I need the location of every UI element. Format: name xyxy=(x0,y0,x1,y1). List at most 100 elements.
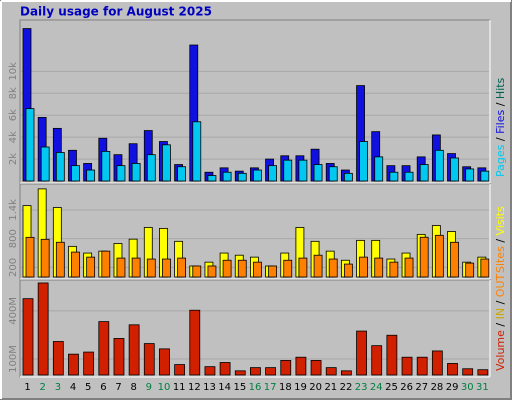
bar xyxy=(143,343,155,376)
bar xyxy=(419,164,429,182)
bar xyxy=(86,169,96,182)
x-tick-label: 24 xyxy=(370,382,383,393)
x-tick-label: 29 xyxy=(446,382,459,393)
x-tick-label: 20 xyxy=(309,382,322,393)
bar xyxy=(113,338,125,376)
x-tick-label: 1 xyxy=(24,382,30,393)
bar xyxy=(416,356,428,376)
x-tick-label: 17 xyxy=(264,382,277,393)
x-tick-label: 13 xyxy=(203,382,216,393)
x-tick-label: 10 xyxy=(158,382,171,393)
bar xyxy=(22,298,34,376)
legend-item: Hits xyxy=(494,77,507,99)
bar xyxy=(237,259,247,278)
x-tick-label: 7 xyxy=(115,382,121,393)
y-tick-label: 1.4k xyxy=(8,199,19,221)
x-tick-label: 26 xyxy=(400,382,413,393)
bar xyxy=(189,309,201,376)
bar xyxy=(283,159,293,182)
bar xyxy=(146,154,156,182)
legend-item: Pages xyxy=(494,144,507,177)
bar xyxy=(52,341,64,376)
bar xyxy=(37,282,49,376)
bar xyxy=(101,150,111,182)
bar xyxy=(25,236,35,278)
bar xyxy=(386,334,398,376)
bar xyxy=(116,165,126,182)
bar xyxy=(192,121,202,182)
bar xyxy=(359,256,368,278)
y-tick-label: 4k xyxy=(8,131,19,143)
bar xyxy=(325,367,337,376)
y-tick-label: 10k xyxy=(8,62,19,81)
bar xyxy=(253,261,262,278)
bar xyxy=(131,257,141,278)
legend-item: IN xyxy=(494,308,507,319)
bar xyxy=(371,345,383,376)
bar xyxy=(253,169,262,182)
bar xyxy=(298,159,308,182)
bar xyxy=(389,261,399,278)
bar xyxy=(465,168,475,182)
bar xyxy=(55,152,65,182)
bar xyxy=(450,157,459,182)
bar xyxy=(328,166,338,182)
bar xyxy=(98,321,110,376)
bar xyxy=(283,259,293,278)
y-tick-label: 100M xyxy=(8,345,19,373)
y-tick-label: 6k xyxy=(8,109,19,121)
x-tick-label: 12 xyxy=(188,382,201,393)
legend: Volume / IN / OUT xyxy=(494,273,507,371)
x-tick-label: 30 xyxy=(461,382,474,393)
bar xyxy=(401,356,413,376)
bar xyxy=(222,259,232,278)
bar xyxy=(434,149,444,182)
x-tick-label: 23 xyxy=(355,382,368,393)
bar xyxy=(343,263,353,278)
bar xyxy=(313,164,323,182)
bar xyxy=(359,141,368,182)
legend: Sites / Visits xyxy=(494,206,507,273)
legend-separator: / xyxy=(494,99,507,110)
x-tick-label: 19 xyxy=(294,382,307,393)
bar xyxy=(480,170,490,182)
x-tick-label: 14 xyxy=(218,382,231,393)
bar xyxy=(68,353,79,376)
bar xyxy=(268,265,277,278)
x-tick-label: 18 xyxy=(279,382,292,393)
legend-item: Visits xyxy=(494,206,507,235)
legend-separator: / xyxy=(494,297,507,308)
bar xyxy=(462,368,474,376)
x-tick-label: 31 xyxy=(476,382,489,393)
bar xyxy=(25,108,35,182)
x-tick-label: 22 xyxy=(340,382,353,393)
x-tick-label: 11 xyxy=(173,382,186,393)
x-tick-label: 25 xyxy=(385,382,398,393)
legend-item: OUT xyxy=(494,273,507,297)
bar xyxy=(434,234,444,278)
bar xyxy=(374,156,384,182)
bar xyxy=(222,171,232,182)
bar xyxy=(177,166,187,182)
bar xyxy=(159,348,170,376)
bar xyxy=(447,363,458,376)
chart-title: Daily usage for August 2025 xyxy=(20,5,212,19)
x-tick-label: 9 xyxy=(146,382,152,393)
legend: Pages / Files / Hits xyxy=(494,77,507,177)
bar xyxy=(219,362,231,376)
bar xyxy=(465,262,475,278)
x-tick-label: 2 xyxy=(40,382,46,393)
bar xyxy=(389,171,399,182)
bar xyxy=(477,369,489,376)
bar xyxy=(313,254,323,278)
bar xyxy=(207,265,217,278)
y-tick-label: 400M xyxy=(8,297,19,325)
x-tick-label: 8 xyxy=(131,382,137,393)
bar xyxy=(280,360,292,376)
bar xyxy=(480,258,490,278)
bar xyxy=(298,257,308,278)
legend-item: Volume xyxy=(494,330,507,371)
bar xyxy=(343,172,353,182)
bar xyxy=(83,351,95,376)
